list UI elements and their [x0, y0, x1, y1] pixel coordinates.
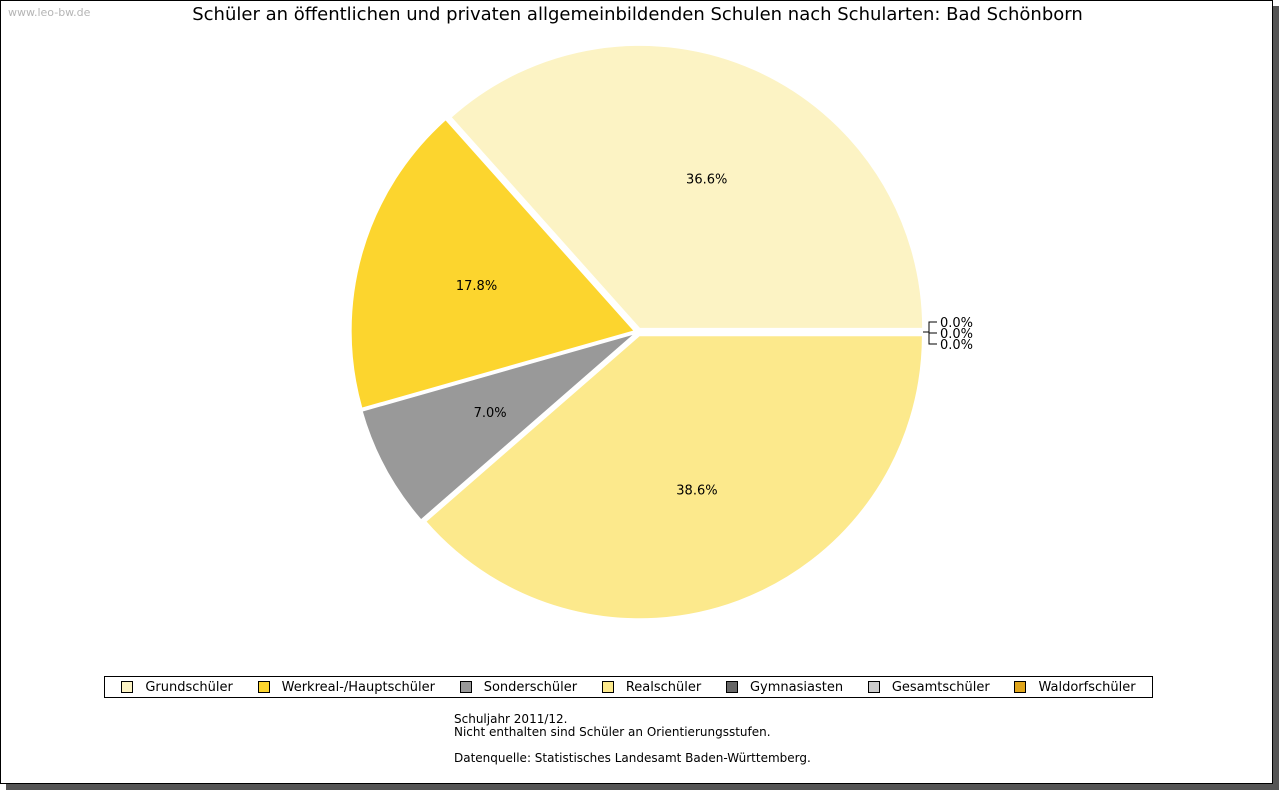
legend-label: Sonderschüler: [483, 679, 578, 695]
slice-label-werkreal-hauptsch-ler: 17.8%: [456, 279, 497, 294]
legend-item-waldorfsch-ler: Waldorfschüler: [1014, 679, 1136, 695]
legend-swatch: [459, 681, 472, 693]
chart-title: Schüler an öffentlichen und privaten all…: [192, 4, 1083, 25]
legend-swatch: [257, 681, 270, 693]
legend-label: Gesamtschüler: [891, 679, 990, 695]
legend-item-gymnasiasten: Gymnasiasten: [725, 679, 844, 695]
slice-label-realsch-ler: 38.6%: [676, 483, 717, 498]
pie-slice-werkreal-hauptsch-ler: [350, 119, 636, 409]
legend-item-sondersch-ler: Sonderschüler: [459, 679, 578, 695]
legend-item-gesamtsch-ler: Gesamtschüler: [867, 679, 990, 695]
leader-line-waldorfsch-ler: [923, 331, 937, 345]
watermark: www.leo-bw.de: [8, 6, 91, 19]
legend-swatch: [1014, 681, 1027, 693]
pie-slice-grundsch-ler: [450, 44, 924, 329]
slice-label-gymnasiasten: 0.0%: [940, 316, 973, 331]
pie-slice-sondersch-ler: [361, 333, 635, 521]
legend-swatch: [601, 681, 614, 693]
slice-label-gesamtsch-ler: 0.0%: [940, 327, 973, 342]
legend-label: Realschüler: [625, 679, 702, 695]
pie-slice-realsch-ler: [425, 335, 923, 620]
slice-label-waldorfsch-ler: 0.0%: [940, 338, 973, 353]
legend-item-realsch-ler: Realschüler: [601, 679, 702, 695]
legend-label: Grundschüler: [145, 679, 233, 695]
slice-label-grundsch-ler: 36.6%: [686, 173, 727, 188]
note-school-year: Schuljahr 2011/12.: [454, 712, 568, 726]
legend-label: Waldorfschüler: [1038, 679, 1136, 695]
legend-label: Gymnasiasten: [749, 679, 844, 695]
legend-item-werkreal-hauptsch-ler: Werkreal-/Hauptschüler: [257, 679, 435, 695]
slice-label-sondersch-ler: 7.0%: [474, 406, 507, 421]
chart-notes: Schuljahr 2011/12. Nicht enthalten sind …: [454, 713, 811, 765]
legend-swatch: [725, 681, 738, 693]
legend-label: Werkreal-/Hauptschüler: [281, 679, 435, 695]
legend-swatch: [121, 681, 134, 693]
legend-swatch: [867, 681, 880, 693]
legend: Grundschüler Werkreal-/Hauptschüler Sonder…: [104, 676, 1153, 698]
legend-item-grundsch-ler: Grundschüler: [121, 680, 233, 695]
data-source: Datenquelle: Statistisches Landesamt Bad…: [454, 751, 811, 765]
leader-line-gymnasiasten: [923, 321, 937, 333]
note-exclusion: Nicht enthalten sind Schüler an Orientie…: [454, 725, 771, 739]
